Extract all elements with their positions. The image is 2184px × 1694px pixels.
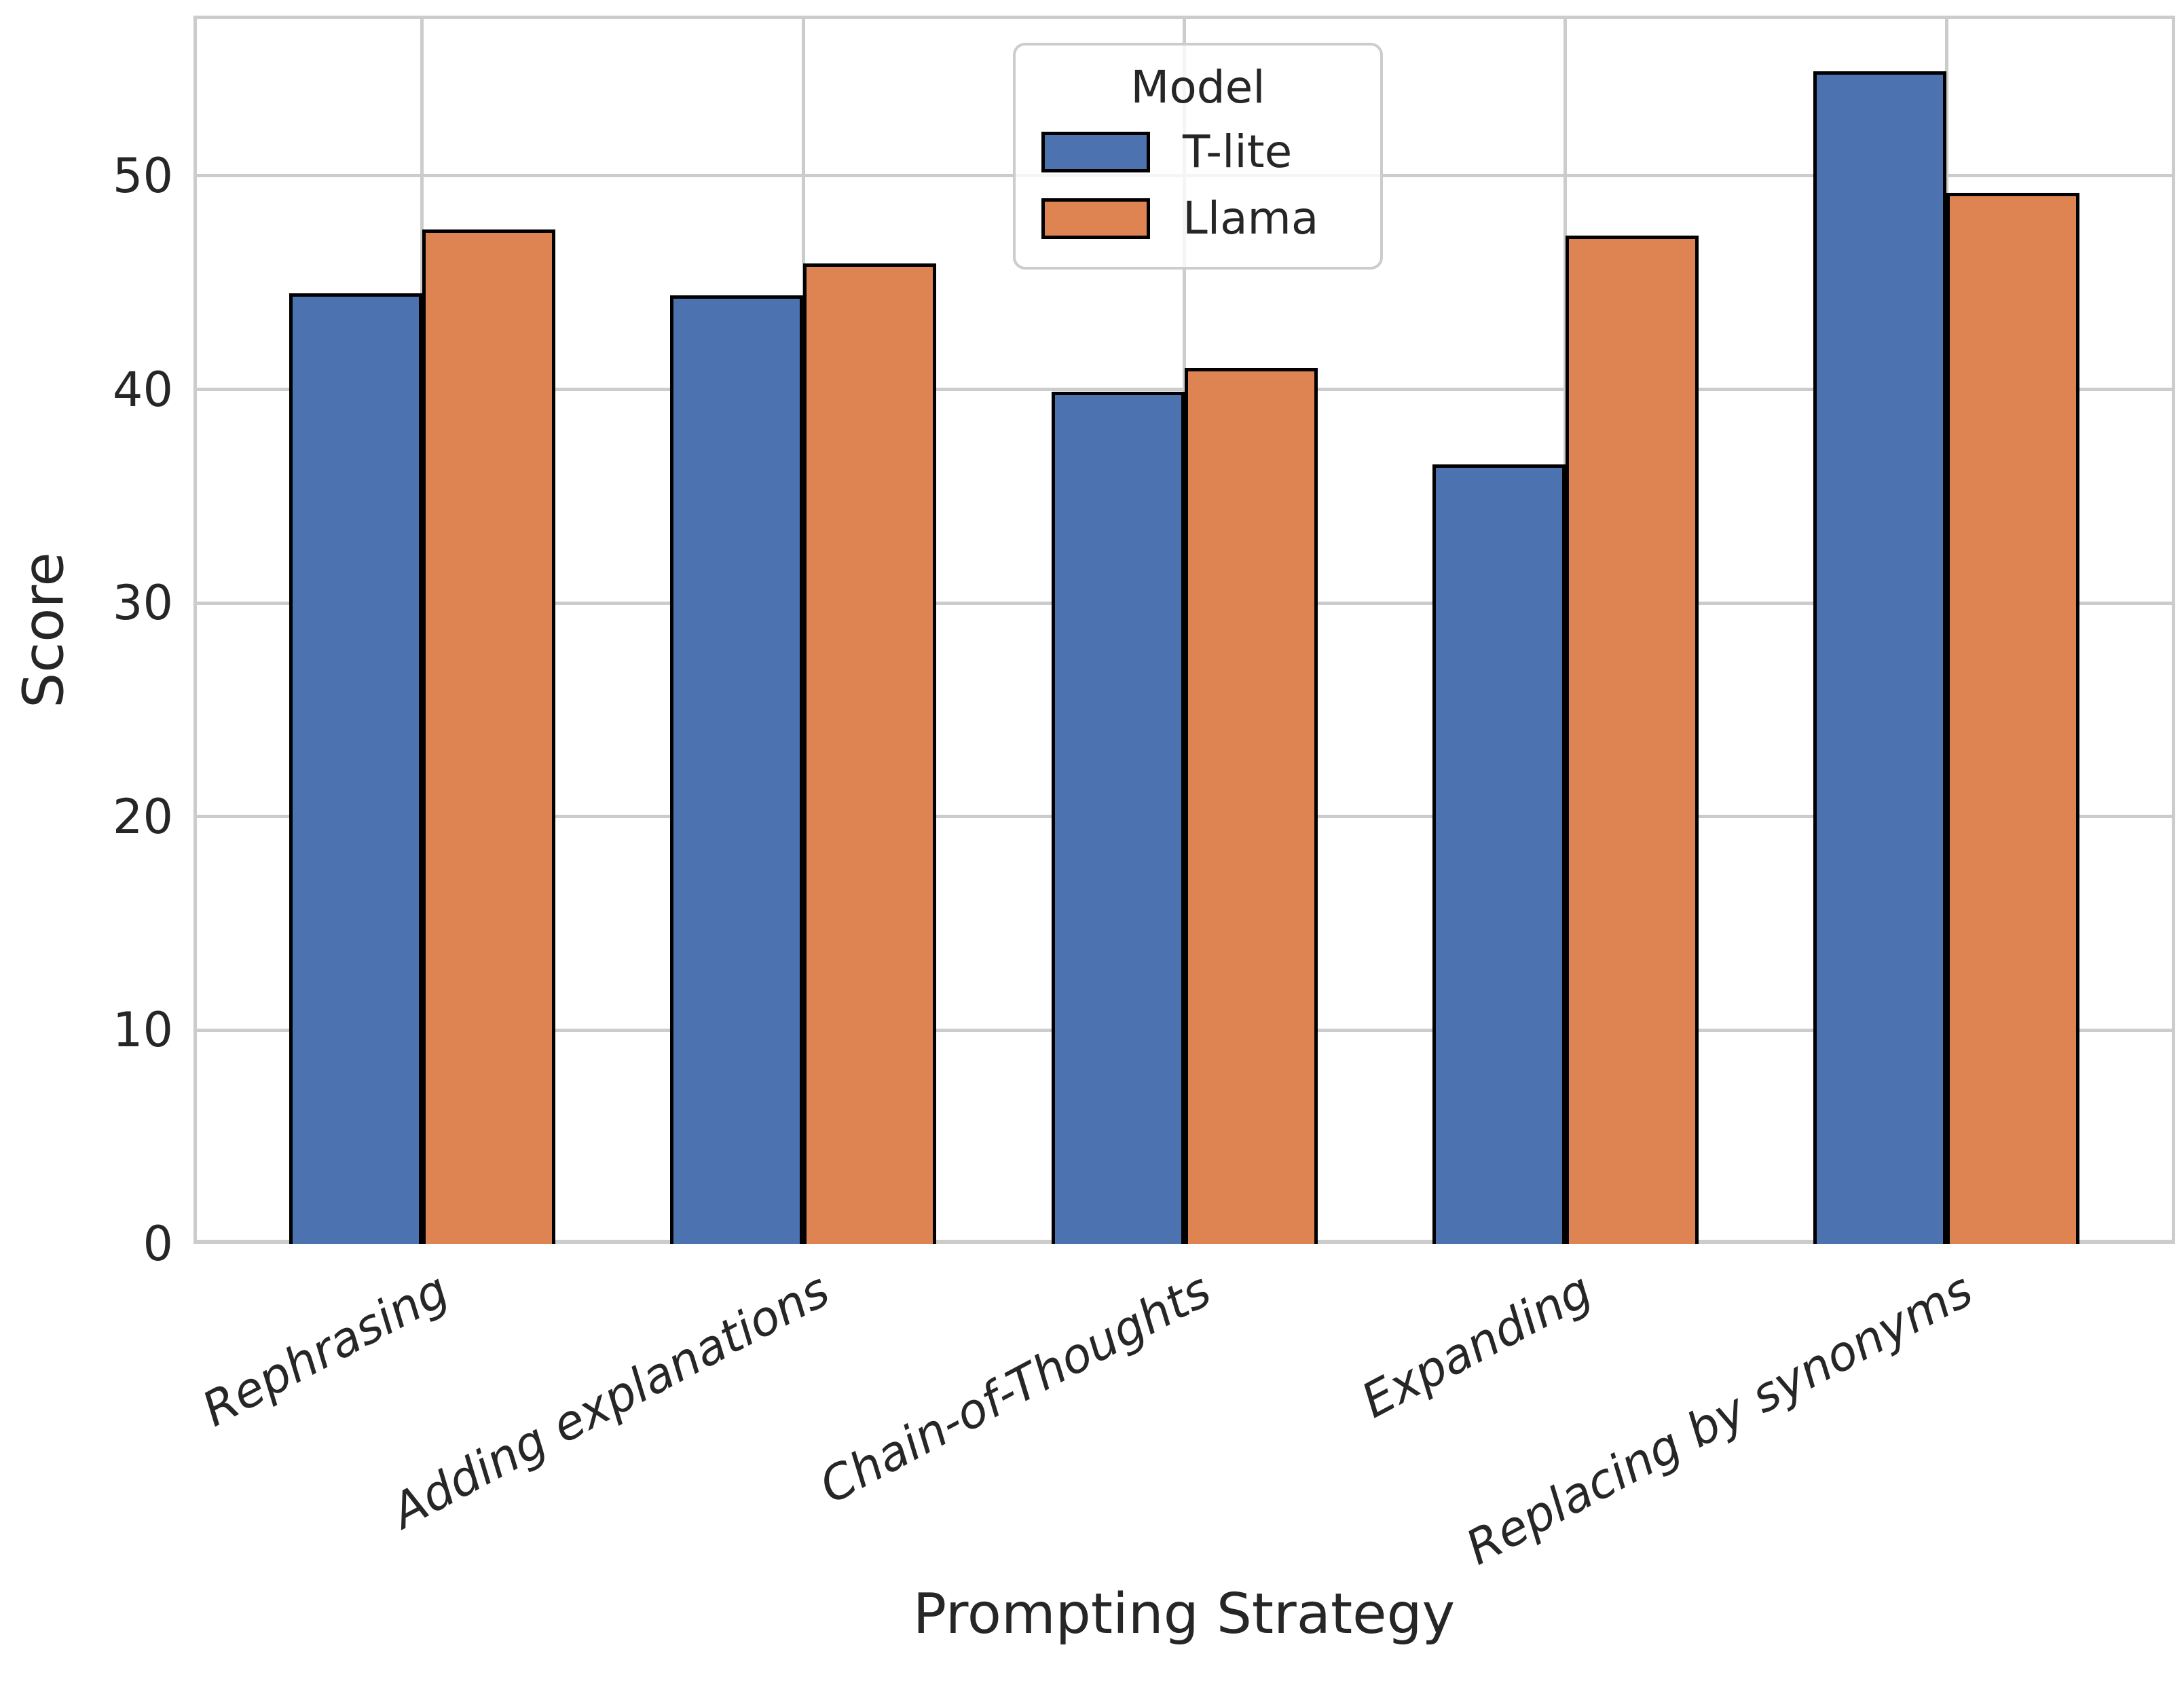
bar-t-lite-rephrasing (289, 293, 422, 1244)
legend-entry-t-lite: T-lite (1016, 119, 1380, 185)
bar-llama-chain-of-thoughts (1184, 368, 1318, 1244)
y-tick-label-30: 30 (112, 575, 173, 631)
bar-llama-adding-explanations (803, 263, 937, 1244)
bar-llama-rephrasing (422, 229, 555, 1244)
legend-label-t-lite: T-lite (1183, 126, 1293, 178)
bar-llama-expanding (1565, 236, 1699, 1244)
y-tick-label-20: 20 (112, 788, 173, 845)
legend-swatch-t-lite (1041, 132, 1150, 172)
bar-t-lite-expanding (1432, 464, 1566, 1244)
legend-entry-llama: Llama (1016, 185, 1380, 252)
legend: Model T-lite Llama (1013, 43, 1383, 270)
bar-t-lite-adding-explanations (670, 295, 804, 1244)
bar-t-lite-chain-of-thoughts (1051, 391, 1185, 1244)
y-tick-label-40: 40 (112, 361, 173, 418)
x-axis-label: Prompting Strategy (912, 1582, 1456, 1646)
y-tick-label-10: 10 (112, 1002, 173, 1058)
bar-t-lite-replacing-by-synonyms (1813, 71, 1947, 1244)
y-tick-label-50: 50 (112, 147, 173, 204)
x-tick-label-replacing-by-synonyms: Replacing by synonyms (1457, 1262, 1982, 1577)
x-tick-label-adding-explanations: Adding explanations (382, 1262, 838, 1540)
legend-label-llama: Llama (1183, 192, 1319, 244)
legend-swatch-llama (1041, 198, 1150, 239)
y-tick-label-0: 0 (143, 1216, 173, 1272)
y-axis-label: Score (12, 552, 77, 708)
bar-llama-replacing-by-synonyms (1946, 193, 2080, 1244)
legend-title: Model (1130, 61, 1265, 113)
